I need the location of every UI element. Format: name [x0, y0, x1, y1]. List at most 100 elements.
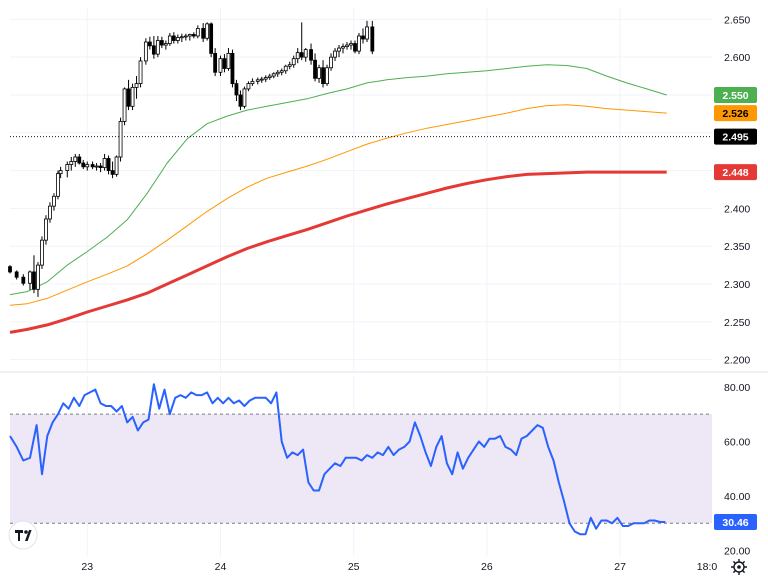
price-tick-label: 2.250	[724, 317, 750, 329]
candle	[230, 49, 235, 88]
price-tick-label: 2.350	[724, 241, 750, 253]
candle	[171, 32, 176, 44]
candle-body	[21, 276, 26, 284]
candle	[21, 274, 26, 286]
rsi-tick-label: 40.00	[724, 491, 750, 503]
candle	[32, 255, 36, 294]
rsi-line	[9, 383, 666, 536]
candle	[52, 193, 56, 211]
candle	[94, 163, 99, 171]
candle	[85, 161, 90, 171]
candle	[329, 53, 333, 71]
candle	[155, 35, 160, 58]
candle	[56, 170, 60, 200]
candle	[195, 25, 200, 39]
rsi-band	[10, 376, 712, 556]
candle	[58, 166, 63, 179]
candle	[159, 36, 164, 49]
candle-body	[44, 218, 48, 241]
candle	[77, 153, 82, 165]
price-badge-label: 2.495	[722, 132, 748, 144]
price-tick-label: 2.200	[724, 355, 750, 367]
candle	[205, 22, 210, 41]
candle	[309, 43, 313, 65]
candle	[48, 202, 52, 223]
rsi-tick-label: 60.00	[724, 436, 750, 448]
candle	[345, 42, 349, 50]
candle	[65, 161, 70, 178]
price-tick-label: 2.650	[724, 14, 750, 26]
price-tick-label: 2.600	[724, 52, 750, 64]
candle-body	[14, 271, 19, 278]
rsi-value-badge: 30.46	[714, 514, 757, 531]
candle	[317, 64, 321, 83]
candle-body	[303, 49, 308, 58]
candle-body	[85, 164, 90, 168]
price-badge-bg	[714, 128, 757, 145]
tradingview-logo-icon[interactable]	[8, 520, 38, 550]
rsi-badge-bg	[714, 514, 757, 531]
candle	[44, 215, 48, 245]
candle-body	[167, 35, 172, 44]
candle-body	[309, 49, 313, 61]
candle-body	[238, 94, 243, 107]
candle	[275, 70, 280, 77]
candle	[361, 28, 365, 44]
candle-body	[114, 156, 119, 175]
price-grid	[10, 8, 712, 371]
candle	[337, 45, 341, 58]
candle	[138, 57, 143, 88]
candle	[234, 79, 239, 102]
price-badge-bg	[714, 164, 757, 181]
settings-gear-icon[interactable]	[731, 559, 747, 575]
candle-body	[218, 58, 223, 73]
candle-body	[36, 264, 40, 290]
rsi-axis[interactable]: 80.00 60.00 40.00 20.00 30.46	[714, 382, 757, 558]
candle	[175, 34, 180, 44]
moving-average-line	[9, 104, 667, 306]
candle-body	[102, 158, 107, 168]
candle-body	[8, 266, 12, 273]
candle	[126, 79, 131, 111]
candle-body	[69, 161, 74, 165]
candle-body	[48, 205, 52, 220]
candle	[151, 35, 156, 59]
candle	[40, 236, 44, 269]
candle	[299, 22, 304, 61]
candle-body	[267, 75, 272, 78]
candle-body	[155, 40, 160, 55]
candle-body	[77, 156, 82, 164]
candle-body	[213, 52, 218, 73]
time-tick-label: 27	[614, 561, 626, 573]
candle-body	[209, 23, 214, 54]
candle-body	[130, 87, 135, 107]
candle	[106, 155, 111, 175]
candle-body	[234, 83, 239, 96]
price-tick-label: 2.300	[724, 279, 750, 291]
candle-body	[353, 43, 357, 52]
candle-body	[325, 67, 329, 85]
price-badge: 2.526	[714, 105, 757, 122]
candle-body	[349, 43, 353, 46]
candle-body	[283, 65, 288, 72]
price-axis[interactable]: 2.6502.6002.5502.5002.4502.4002.3502.300…	[724, 14, 750, 366]
candle	[283, 64, 288, 74]
candlesticks	[8, 20, 375, 297]
price-badge-label: 2.526	[722, 108, 748, 120]
price-badge-bg	[714, 86, 757, 103]
candle-body	[287, 64, 292, 67]
candle	[325, 64, 329, 86]
candle	[81, 160, 86, 170]
price-badge-label: 2.550	[722, 90, 748, 102]
candle-body	[370, 26, 375, 52]
candle	[321, 60, 325, 88]
candle-body	[195, 28, 200, 37]
candle	[114, 155, 119, 177]
time-axis[interactable]: 23 24 25 26 27 18:0	[81, 561, 717, 573]
candle	[8, 265, 12, 274]
time-tick-label: 26	[481, 561, 493, 573]
candle-body	[73, 156, 78, 162]
candle	[313, 53, 317, 82]
price-badge: 2.550	[714, 86, 757, 103]
